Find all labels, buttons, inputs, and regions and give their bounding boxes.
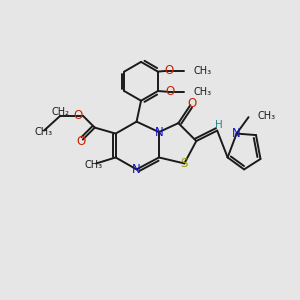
Text: O: O	[164, 64, 173, 77]
Text: CH₃: CH₃	[84, 160, 102, 170]
Text: N: N	[155, 126, 164, 139]
Text: O: O	[166, 85, 175, 98]
Text: CH₂: CH₂	[51, 107, 69, 117]
Text: O: O	[187, 97, 196, 110]
Text: S: S	[181, 157, 188, 170]
Text: N: N	[132, 163, 141, 176]
Text: CH₃: CH₃	[193, 66, 212, 76]
Text: CH₃: CH₃	[257, 111, 276, 121]
Text: O: O	[77, 134, 86, 148]
Text: O: O	[74, 109, 83, 122]
Text: H: H	[215, 120, 223, 130]
Text: CH₃: CH₃	[193, 87, 212, 97]
Text: N: N	[232, 127, 241, 140]
Text: CH₃: CH₃	[35, 127, 53, 137]
